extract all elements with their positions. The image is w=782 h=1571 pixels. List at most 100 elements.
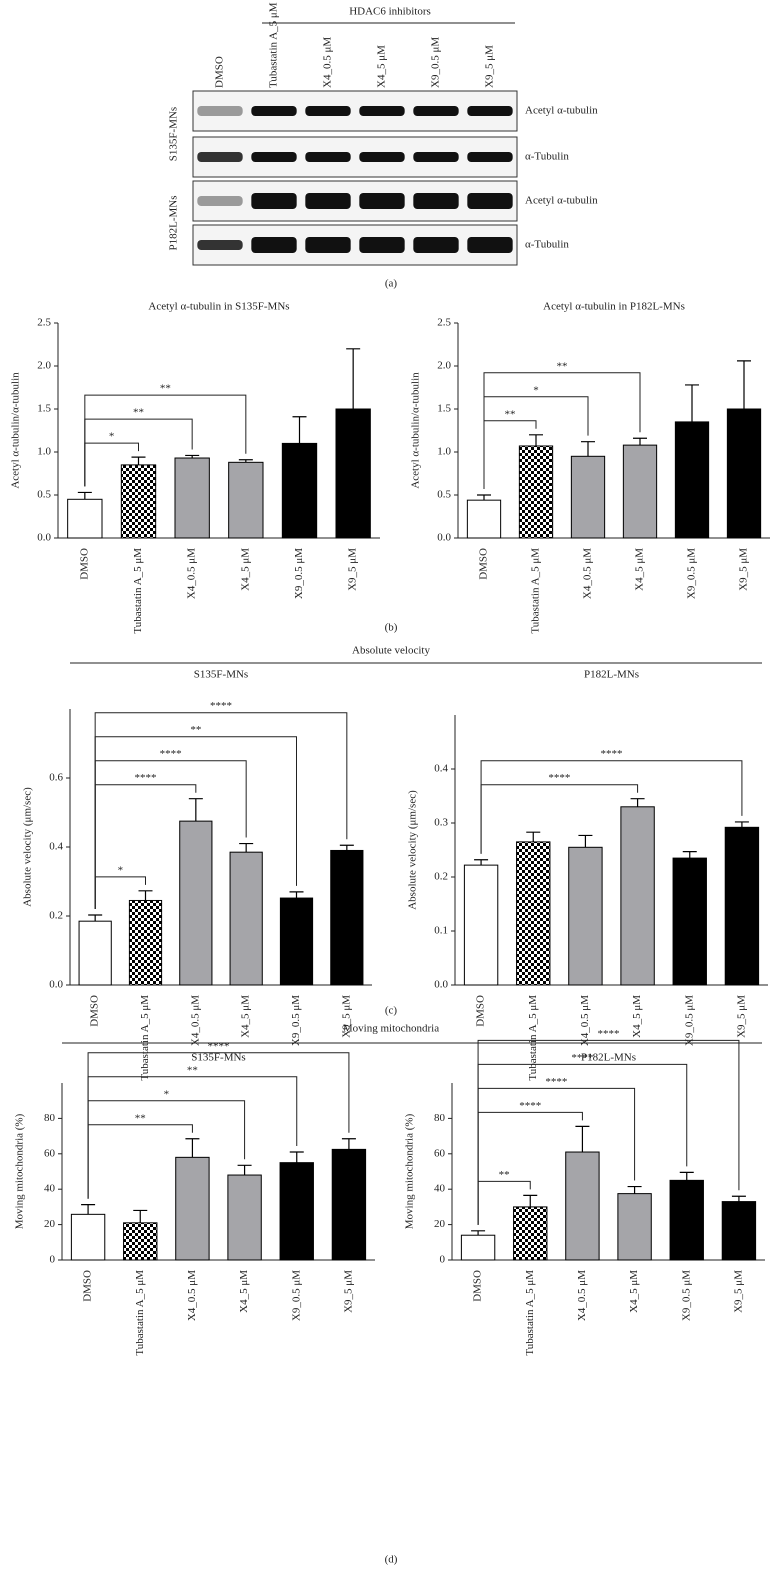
x-tick-label: DMSO: [478, 548, 490, 580]
x-tick-label: X4_5 μM: [240, 995, 252, 1038]
x-tick-label: X4_0.5 μM: [576, 1270, 588, 1321]
band: [251, 106, 297, 116]
bar: [70, 1213, 106, 1261]
error-bar: [477, 494, 491, 501]
band: [305, 193, 351, 209]
bar: [460, 1234, 496, 1261]
band: [467, 193, 513, 209]
caption: (d): [385, 1554, 398, 1566]
y-axis-title: Absolute velocity (μm/sec): [407, 790, 419, 910]
error-bar: [185, 454, 200, 459]
significance-label: **: [557, 360, 568, 372]
error-bar: [88, 914, 103, 922]
bar: [120, 464, 157, 539]
y-tick-label: 2.0: [37, 360, 51, 372]
x-tick-label: X9_0.5 μM: [293, 548, 305, 599]
significance-label: **: [190, 724, 201, 736]
error-bar: [529, 434, 543, 446]
error-bar: [289, 1151, 304, 1163]
bar: [726, 408, 762, 539]
cell-line-label: S135F-MNs: [168, 107, 180, 161]
x-tick-label: Tubastatin A_5 μM: [132, 548, 144, 634]
significance-label: *: [164, 1088, 170, 1100]
error-bar: [471, 1230, 486, 1236]
bar: [622, 444, 658, 539]
x-tick-label: X4_0.5 μM: [186, 548, 198, 599]
lane-label: X9_5 μM: [484, 45, 496, 88]
bar: [724, 826, 760, 986]
x-tick-label: X9_5 μM: [347, 548, 359, 591]
band: [197, 240, 243, 250]
y-tick-label: 80: [44, 1112, 56, 1124]
error-bar: [237, 1164, 252, 1176]
significance-label: ****: [519, 1100, 541, 1112]
significance-label: **: [187, 1064, 198, 1076]
error-bar: [188, 798, 203, 822]
caption: (c): [385, 1005, 398, 1017]
x-tick-label: X9_0.5 μM: [686, 548, 698, 599]
error-bar: [185, 1138, 200, 1158]
error-bar: [526, 831, 541, 842]
band: [251, 193, 297, 209]
x-tick-label: X9_5 μM: [738, 548, 750, 591]
error-bar: [633, 437, 647, 446]
bar: [565, 1151, 600, 1261]
blot-frame: [192, 136, 518, 178]
y-tick-label: 2.5: [437, 317, 451, 329]
error-bar: [685, 384, 699, 422]
x-tick-label: Tubastatin A_5 μM: [139, 995, 151, 1081]
y-tick-label: 0: [440, 1254, 446, 1266]
y-axis-title: Moving mitochondria (%): [14, 1113, 26, 1229]
x-tick-label: DMSO: [475, 995, 487, 1027]
chart-title: Acetyl α-tubulin in S135F-MNs: [148, 301, 289, 313]
bar: [672, 857, 707, 986]
bar: [179, 820, 213, 986]
y-tick-label: 0.1: [434, 925, 448, 937]
group-title: Absolute velocity: [352, 645, 430, 657]
error-bar: [339, 844, 354, 851]
x-tick-label: X4_0.5 μM: [582, 548, 594, 599]
y-tick-label: 40: [434, 1183, 446, 1195]
error-bar: [346, 348, 361, 409]
x-tick-label: X4_0.5 μM: [189, 995, 201, 1046]
significance-bracket: [94, 712, 348, 909]
significance-label: ****: [601, 748, 623, 760]
band: [467, 152, 513, 162]
bar: [570, 455, 606, 539]
bar: [128, 899, 163, 986]
x-tick-label: DMSO: [78, 548, 90, 580]
bar: [78, 920, 112, 986]
significance-label: ****: [571, 1052, 593, 1064]
y-tick-label: 20: [434, 1218, 446, 1230]
significance-label: ****: [135, 772, 157, 784]
x-tick-label: X9_0.5 μM: [290, 1270, 302, 1321]
y-axis-title: Absolute velocity (μm/sec): [22, 787, 34, 907]
significance-bracket: [480, 760, 743, 854]
x-tick-label: X9_5 μM: [342, 1270, 354, 1313]
significance-label: *: [109, 431, 115, 443]
error-bar: [292, 416, 307, 444]
band: [413, 152, 459, 162]
x-tick-label: Tubastatin A_5 μM: [530, 548, 542, 634]
significance-label: ****: [208, 1040, 230, 1052]
band: [305, 106, 351, 116]
x-tick-label: X9_5 μM: [340, 995, 352, 1038]
band: [251, 237, 297, 253]
caption: (a): [385, 278, 398, 290]
significance-bracket: [477, 1087, 636, 1225]
significance-label: ****: [548, 772, 570, 784]
y-tick-label: 0: [50, 1254, 56, 1266]
error-bar: [289, 891, 304, 899]
error-bar: [523, 1194, 538, 1207]
bar: [620, 806, 655, 986]
band: [413, 193, 459, 209]
error-bar: [131, 456, 146, 465]
significance-label: **: [499, 1169, 510, 1181]
bar: [330, 849, 364, 986]
band: [413, 237, 459, 253]
significance-bracket: [480, 784, 639, 854]
significance-label: *: [533, 384, 539, 396]
y-axis-title: Moving mitochondria (%): [404, 1113, 416, 1229]
cell-line-label: P182L-MNs: [168, 195, 180, 250]
